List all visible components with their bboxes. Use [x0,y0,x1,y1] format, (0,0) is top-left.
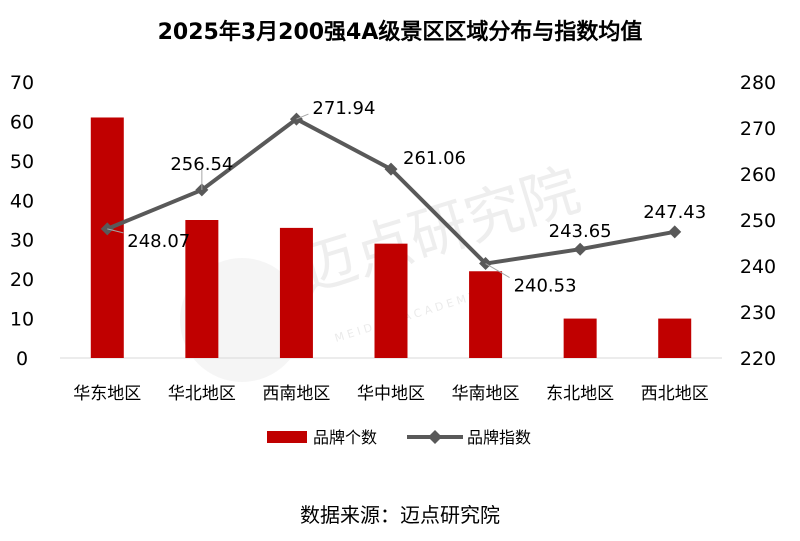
x-category-label: 西北地区 [641,384,709,404]
line-data-label: 247.43 [643,202,706,223]
y-left-tick-label: 70 [10,72,34,94]
y-right-tick-label: 230 [740,302,776,324]
y-right-tick-label: 250 [740,210,776,232]
bar [90,117,124,358]
y-right-tick-label: 280 [740,72,776,94]
line-point [573,242,587,256]
y-right-tick-label: 270 [740,118,776,140]
bar-series [90,117,692,358]
label-leader-line [296,113,309,120]
y-left-tick-label: 20 [10,269,34,291]
y-left-tick-label: 50 [10,151,34,173]
bar [563,318,597,358]
y-left-tick-label: 10 [10,309,34,331]
x-category-label: 华北地区 [168,384,236,404]
line-data-label: 248.07 [127,231,190,252]
line-point [384,162,398,176]
line-data-label: 256.54 [170,154,233,175]
y-left-tick-label: 30 [10,230,34,252]
y-right-tick-label: 240 [740,256,776,278]
legend-line-marker [428,430,442,444]
data-labels: 248.07 256.54 271.94 261.06 240.53 243.65 247.… [107,98,706,297]
legend-line-label: 品牌指数 [467,428,531,447]
x-category-label: 华南地区 [452,384,520,404]
y-left-tick-label: 0 [16,348,28,370]
bar [469,271,503,358]
x-category-label: 华中地区 [357,384,425,404]
bar [279,227,313,358]
bar [658,318,692,358]
line-point [668,225,682,239]
y-right-tick-label: 220 [740,348,776,370]
chart-title: 2025年3月200强4A级景区区域分布与指数均值 [157,20,643,45]
data-source: 数据来源：迈点研究院 [300,503,500,527]
y-left-tick-label: 60 [10,111,34,133]
legend-bar-swatch [267,431,307,443]
y-left-tick-label: 40 [10,190,34,212]
line-data-label: 271.94 [312,98,375,119]
line-data-label: 240.53 [514,276,577,297]
line-data-label: 243.65 [549,221,612,242]
x-category-label: 华东地区 [73,384,141,404]
x-category-label: 西南地区 [262,384,330,404]
line-data-label: 261.06 [403,148,466,169]
x-category-label: 东北地区 [546,384,614,404]
label-leader-line [485,263,510,278]
label-leader-line [107,228,124,234]
bar [185,220,219,358]
y-right-tick-label: 260 [740,164,776,186]
bar [374,243,408,358]
legend: 品牌个数 品牌指数 [267,428,531,447]
legend-bar-label: 品牌个数 [313,428,377,447]
